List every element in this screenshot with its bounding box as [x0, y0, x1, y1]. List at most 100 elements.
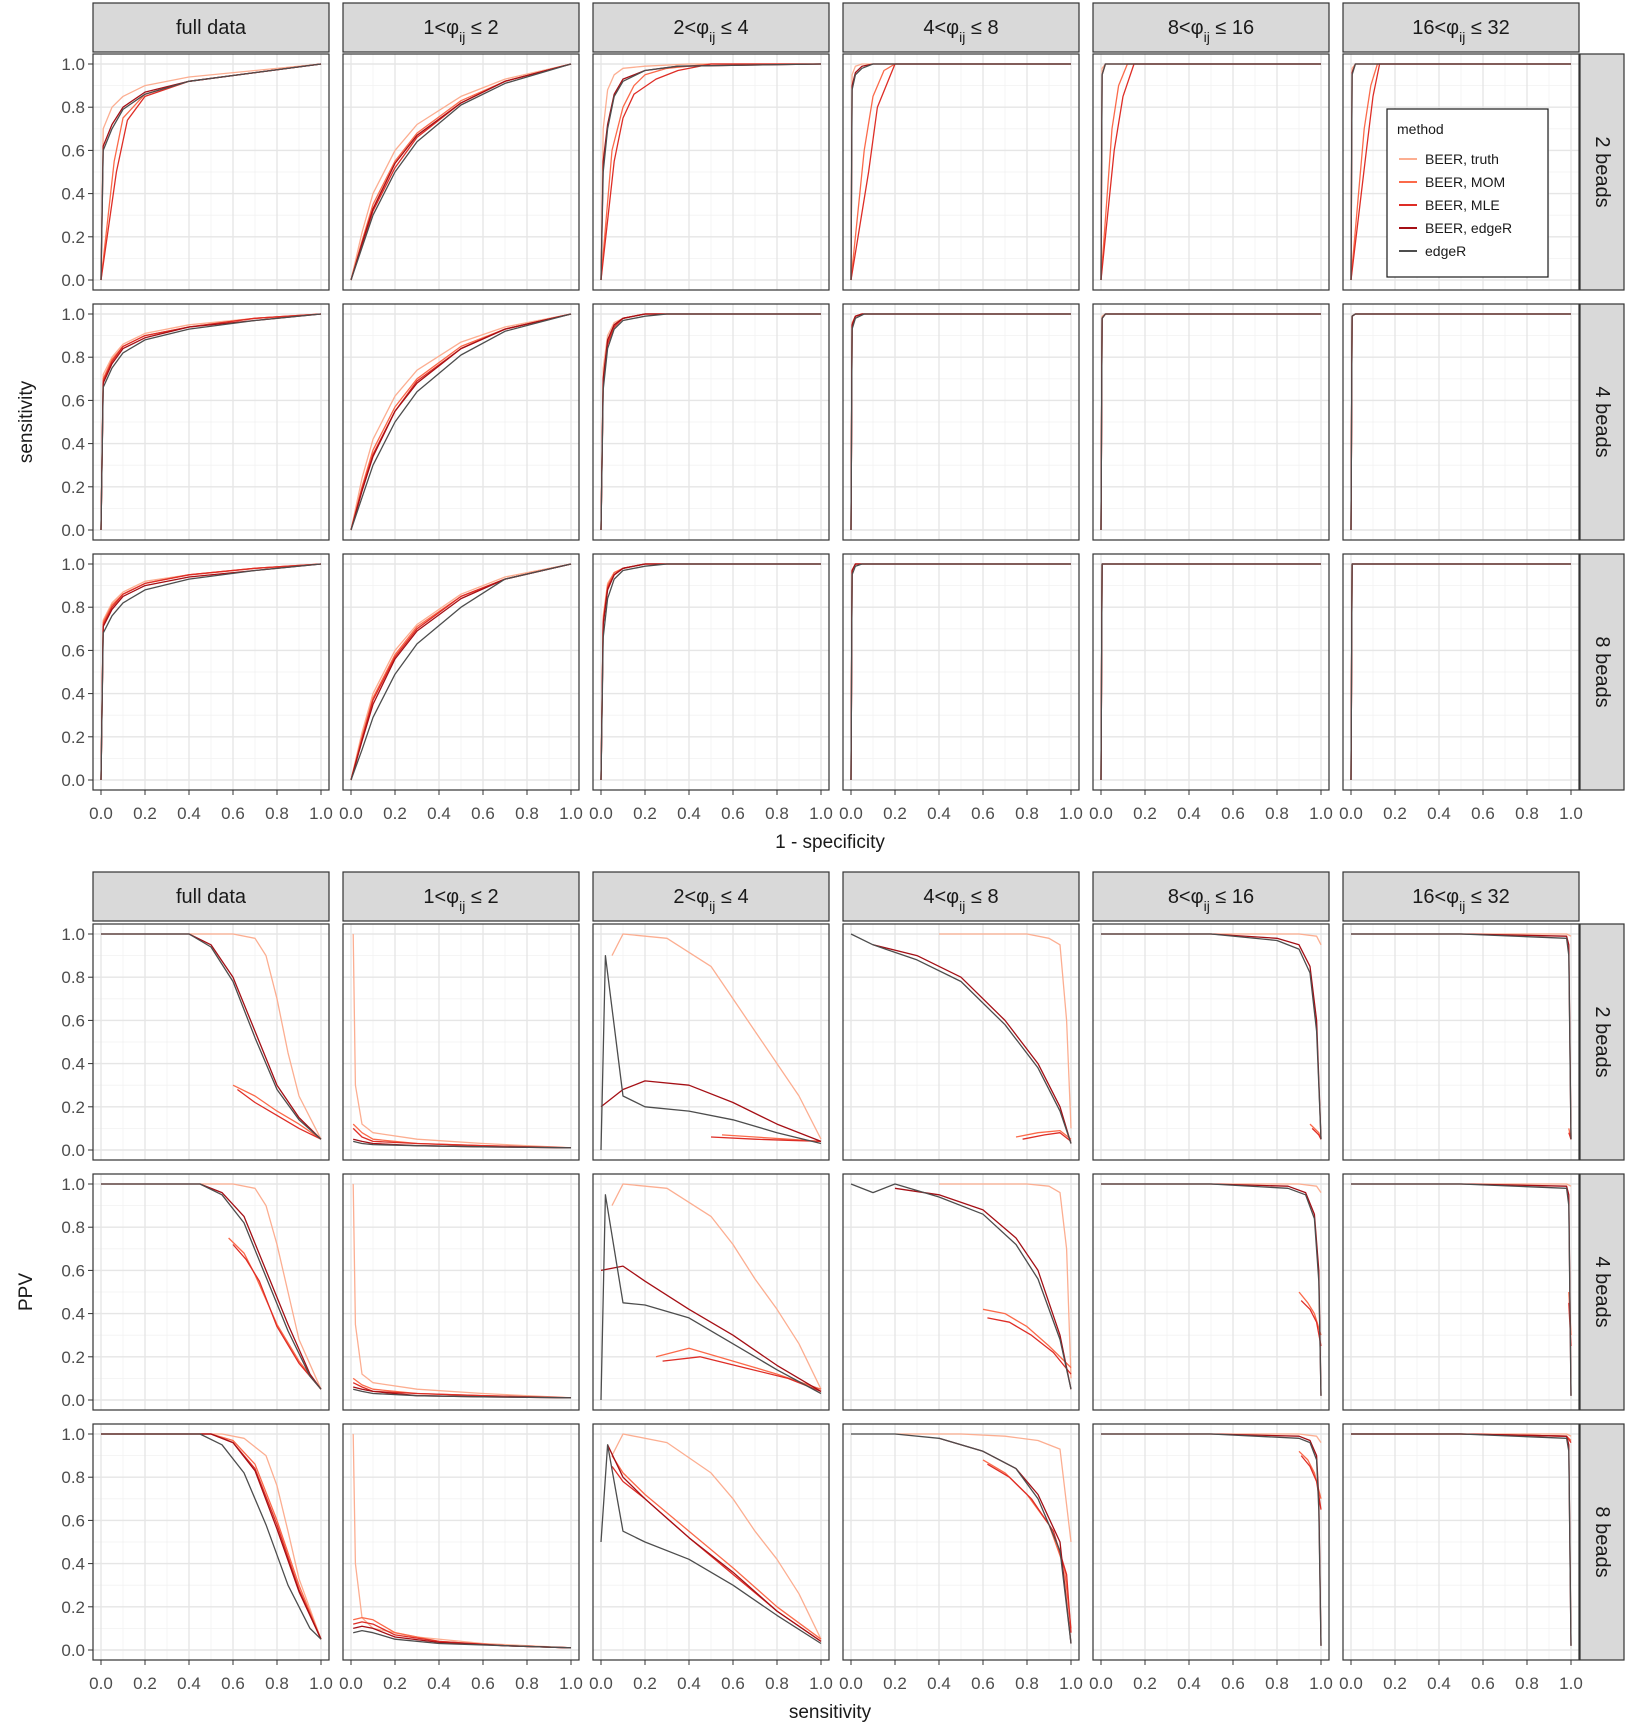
panel-border — [1092, 1173, 1330, 1411]
y-tick-label: 0.0 — [61, 1641, 85, 1660]
legend: method BEER, truth BEER, MOM BEER, MLE BEER,… — [1386, 108, 1549, 278]
series-line — [939, 933, 1072, 1129]
x-tick-label: 0.6 — [1221, 1674, 1245, 1693]
x-tick-label: 0.8 — [1515, 1674, 1539, 1693]
y-tick-label: 0.8 — [61, 1218, 85, 1237]
x-tick-label: 1.0 — [1559, 804, 1583, 823]
plot-panel — [342, 53, 580, 291]
column-strip: 4<φij ≤ 8 — [842, 2, 1080, 53]
panel-border — [342, 1173, 580, 1411]
x-tick-label: 0.2 — [1133, 804, 1157, 823]
x-tick-label: 0.6 — [221, 1674, 245, 1693]
panel-border — [592, 53, 830, 291]
column-strip-bg — [1342, 2, 1580, 53]
facet-label-text: 2<φij ≤ 4 — [673, 17, 748, 45]
x-tick-label: 0.8 — [765, 804, 789, 823]
series-line — [1300, 1300, 1322, 1347]
series-line — [655, 1347, 822, 1390]
series-line — [850, 933, 1072, 1144]
series-line — [1350, 313, 1571, 531]
x-tick-label: 0.8 — [1515, 804, 1539, 823]
x-tick-label: 0.2 — [1383, 1674, 1407, 1693]
series-line — [600, 63, 821, 281]
x-tick-label: 0.2 — [133, 1674, 157, 1693]
plot-panel — [1342, 303, 1580, 541]
plot-panel — [842, 1173, 1080, 1411]
x-tick-label: 0.6 — [721, 1674, 745, 1693]
series-line — [101, 1433, 322, 1640]
series-line — [100, 63, 322, 281]
column-strip-bg — [842, 2, 1080, 53]
x-tick-label: 0.2 — [1383, 804, 1407, 823]
series-line — [710, 1136, 822, 1143]
x-tick-label: 0.4 — [1427, 1674, 1451, 1693]
y-tick-label: 0.4 — [61, 1555, 85, 1574]
x-tick-label: 0.8 — [1265, 1674, 1289, 1693]
x-tick-label: 0.6 — [1221, 804, 1245, 823]
panel-border — [592, 923, 830, 1161]
series-line — [101, 1433, 322, 1640]
x-tick-label: 0.2 — [383, 804, 407, 823]
y-tick-label: 0.8 — [61, 348, 85, 367]
series-line — [611, 933, 822, 1140]
panel-border — [592, 553, 830, 791]
x-tick-label: 0.4 — [1177, 804, 1201, 823]
x-tick-label: 1.0 — [1059, 804, 1083, 823]
x-tick-label: 1.0 — [1059, 1674, 1083, 1693]
panel-border — [592, 1423, 830, 1661]
column-strip: 1<φij ≤ 2 — [342, 871, 580, 922]
x-tick-label: 0.6 — [971, 804, 995, 823]
plot-panel — [1092, 303, 1330, 541]
row-strip-bg — [1579, 1423, 1625, 1661]
row-strip-label: 4 beads — [1591, 386, 1613, 457]
column-strip-bg — [1092, 871, 1330, 922]
y-tick-label: 0.0 — [61, 271, 85, 290]
x-tick-label: 0.0 — [1339, 804, 1363, 823]
series-line — [1101, 1183, 1322, 1396]
x-tick-label: 0.2 — [633, 1674, 657, 1693]
plot-panel — [842, 53, 1080, 291]
panel-border — [842, 923, 1080, 1161]
series-line — [1100, 563, 1321, 781]
x-tick-label: 0.0 — [339, 1674, 363, 1693]
y-tick-label: 0.0 — [61, 1141, 85, 1160]
x-tick-label: 0.6 — [971, 1674, 995, 1693]
row-strip: 2 beads — [1579, 923, 1625, 1161]
legend-box — [1386, 108, 1549, 278]
row-strip-bg — [1579, 53, 1625, 291]
plot-panel — [1092, 53, 1330, 291]
panel-border — [92, 1173, 330, 1411]
x-tick-label: 0.6 — [721, 804, 745, 823]
plot-panel: 0.0 0.2 0.4 0.6 0.8 1.0 — [339, 553, 583, 823]
plot-panel: 0.0 0.2 0.4 0.6 0.8 1.0 — [61, 923, 330, 1161]
plot-panel: 0.0 0.2 0.4 0.6 0.8 1.0 — [839, 553, 1083, 823]
facet-label-text: 8<φij ≤ 16 — [1168, 17, 1254, 45]
y-tick-label: 0.8 — [61, 598, 85, 617]
series-line — [350, 63, 572, 281]
x-tick-label: 0.2 — [633, 804, 657, 823]
series-line — [987, 1463, 1072, 1633]
x-tick-label: 0.4 — [177, 804, 201, 823]
series-line — [350, 313, 572, 531]
plot-panel — [342, 1173, 580, 1411]
y-tick-label: 1.0 — [61, 1175, 85, 1194]
column-strip: full data — [92, 2, 330, 53]
y-tick-label: 1.0 — [61, 555, 85, 574]
series-line — [850, 63, 1071, 281]
row-strip-label: 8 beads — [1591, 1506, 1613, 1577]
y-tick-label: 0.0 — [61, 1391, 85, 1410]
series-line — [350, 563, 572, 781]
series-line — [850, 1183, 1072, 1390]
plot-panel: 0.0 0.2 0.4 0.6 0.8 1.0 — [61, 303, 330, 541]
column-strip-bg — [92, 871, 330, 922]
series-line — [1351, 1183, 1572, 1396]
column-strip-bg — [842, 871, 1080, 922]
x-tick-label: 0.2 — [883, 804, 907, 823]
x-tick-label: 0.8 — [265, 804, 289, 823]
y-tick-label: 0.2 — [61, 478, 85, 497]
y-tick-label: 0.2 — [61, 1598, 85, 1617]
panel-border — [842, 53, 1080, 291]
x-axis-title: sensitivity — [789, 1702, 872, 1723]
panel-border — [1092, 53, 1330, 291]
y-tick-label: 0.6 — [61, 1011, 85, 1030]
